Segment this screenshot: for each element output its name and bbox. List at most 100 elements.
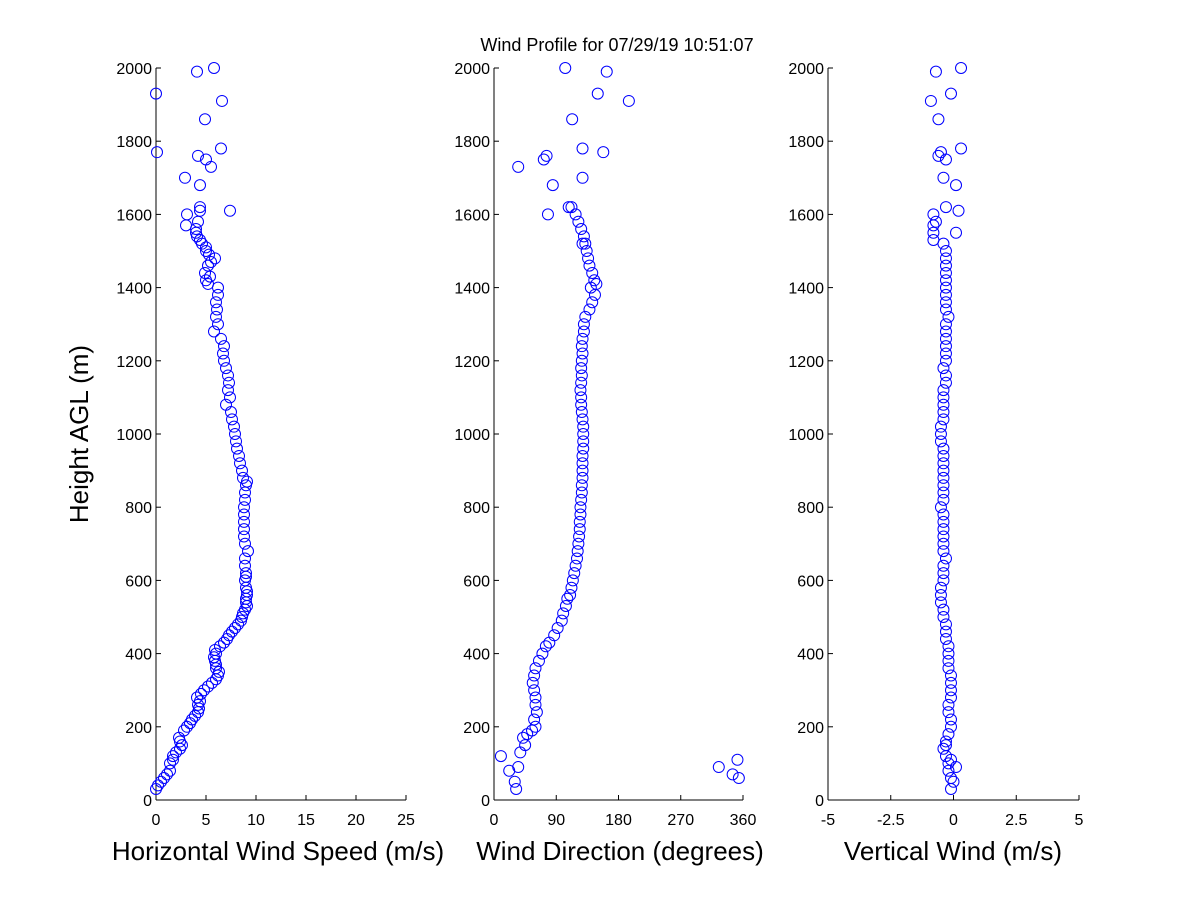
data-point xyxy=(235,614,247,627)
data-point xyxy=(226,625,238,638)
data-point xyxy=(164,757,176,770)
data-point xyxy=(541,208,554,221)
data-point xyxy=(234,457,246,470)
data-point xyxy=(512,761,525,774)
data-point xyxy=(944,691,957,704)
data-point xyxy=(189,709,201,722)
data-point xyxy=(939,739,952,752)
panel-wind-direction: 0 200 400 600 800 1000 1200 1400 1600 1800 2000 0 90… xyxy=(454,61,763,866)
data-point xyxy=(572,215,585,228)
data-point xyxy=(180,219,192,232)
data-point xyxy=(939,252,952,265)
x-tick-label: 2.5 xyxy=(1005,812,1027,829)
data-point xyxy=(562,201,575,214)
data-point xyxy=(529,691,542,704)
data-point xyxy=(575,354,588,367)
y-tick-label: 200 xyxy=(797,720,824,737)
data-point xyxy=(939,296,952,309)
data-point xyxy=(530,706,543,719)
x-tick-label: 90 xyxy=(547,812,565,829)
data-point xyxy=(202,259,214,272)
data-point xyxy=(239,493,251,506)
data-point xyxy=(561,592,574,605)
data-point xyxy=(937,530,950,543)
data-point xyxy=(939,325,952,338)
data-point xyxy=(939,735,952,748)
data-point xyxy=(939,632,952,645)
data-point xyxy=(178,724,190,737)
data-point xyxy=(569,559,582,572)
data-point xyxy=(937,171,950,184)
data-point xyxy=(924,94,937,107)
panel-vertical-wind: 0 200 400 600 800 1000 1200 1400 1600 1800 2000 -5 -… xyxy=(788,61,1083,866)
data-point xyxy=(934,589,947,602)
y-tick-label: 400 xyxy=(125,647,152,664)
data-point xyxy=(939,274,952,287)
data-point xyxy=(229,428,241,440)
x-axis-label: Wind Direction (degrees) xyxy=(476,836,764,866)
data-point xyxy=(580,245,593,257)
data-point xyxy=(575,486,588,499)
y-tick-label: 1600 xyxy=(116,207,152,224)
y-tick-label: 1800 xyxy=(454,134,490,151)
data-point xyxy=(576,332,589,345)
data-point xyxy=(205,255,217,268)
data-point xyxy=(937,515,950,528)
data-point xyxy=(576,142,589,155)
data-point xyxy=(226,413,238,426)
data-point xyxy=(222,369,234,382)
data-point xyxy=(559,62,572,74)
y-tick-label: 1400 xyxy=(454,281,490,298)
data-point xyxy=(213,665,225,678)
data-point xyxy=(939,552,952,565)
data-point xyxy=(216,94,228,107)
data-point xyxy=(161,768,173,781)
data-point xyxy=(950,179,963,192)
data-point xyxy=(494,750,507,763)
y-tick-label: 800 xyxy=(463,500,490,517)
data-point xyxy=(575,362,588,375)
data-point xyxy=(532,654,545,667)
data-point xyxy=(174,735,186,748)
y-tick-label: 1800 xyxy=(116,134,152,151)
data-point xyxy=(217,347,229,360)
data-point xyxy=(576,237,589,250)
x-tick-label: 0 xyxy=(490,812,499,829)
data-point xyxy=(937,559,950,572)
data-point xyxy=(600,65,613,78)
data-point xyxy=(224,391,236,404)
data-point xyxy=(942,698,955,711)
data-point xyxy=(566,113,579,126)
y-tick-label: 600 xyxy=(797,573,824,590)
data-point xyxy=(225,406,237,419)
y-tick-label: 200 xyxy=(463,720,490,737)
data-point xyxy=(236,464,248,477)
data-point xyxy=(937,567,950,580)
y-axis-label: Height AGL (m) xyxy=(64,345,94,523)
data-point xyxy=(210,296,222,309)
data-point xyxy=(712,761,725,774)
data-point xyxy=(937,384,950,397)
data-point xyxy=(181,720,193,733)
data-point xyxy=(942,662,955,675)
data-point xyxy=(575,406,588,419)
data-point xyxy=(947,775,960,788)
data-point xyxy=(597,146,610,159)
x-tick-label: 5 xyxy=(202,812,211,829)
data-point xyxy=(555,614,568,627)
data-point xyxy=(164,764,176,777)
data-point xyxy=(241,475,253,488)
y-tick-label: 0 xyxy=(815,793,824,810)
data-point xyxy=(937,471,950,484)
y-tick-label: 0 xyxy=(481,793,490,810)
data-point xyxy=(934,435,947,448)
data-point xyxy=(942,764,955,777)
data-point xyxy=(927,226,940,239)
data-point xyxy=(579,310,592,323)
data-point xyxy=(582,252,595,265)
data-point xyxy=(214,640,226,653)
data-point xyxy=(937,442,950,455)
chart-title: Wind Profile for 07/29/19 10:51:07 xyxy=(480,35,753,55)
data-point xyxy=(622,94,635,107)
data-point xyxy=(239,537,251,550)
